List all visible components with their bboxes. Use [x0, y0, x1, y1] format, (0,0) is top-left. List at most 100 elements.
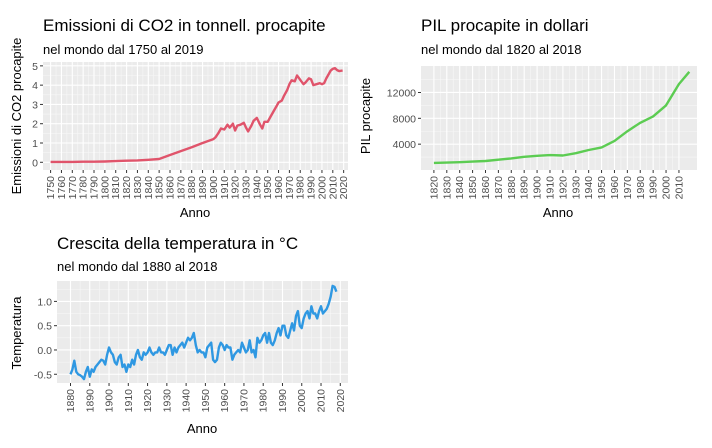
- temp-x-tick-label: 1970: [238, 389, 250, 413]
- temp-x-tick-label: 1940: [181, 389, 193, 413]
- co2-y-axis-label: Emissioni di CO2 procapite: [9, 38, 24, 195]
- pil-x-axis-label: Anno: [543, 205, 573, 220]
- pil-x-tick-label: 1850: [467, 176, 479, 200]
- pil-x-tick-label: 1870: [493, 176, 505, 200]
- temp-y-tick-label: 0.0: [37, 345, 52, 357]
- pil-x-tick-label: 1860: [480, 176, 492, 200]
- co2-x-tick-label: 1960: [273, 176, 285, 200]
- co2-grid: [43, 62, 348, 170]
- temp-y-tick-label: 1.0: [37, 296, 52, 308]
- co2-x-tick-label: 1880: [186, 176, 198, 200]
- pil-x-tick-label: 1900: [532, 176, 544, 200]
- co2-x-tick-label: 1890: [197, 176, 209, 200]
- co2-x-tick-label: 1750: [45, 176, 57, 200]
- pil-y-tick-label: 8000: [393, 113, 417, 125]
- co2-chart-title: Emissioni di CO2 in tonnell. procapite: [43, 16, 326, 35]
- pil-grid: [421, 66, 697, 170]
- co2-x-tick-label: 1810: [110, 176, 122, 200]
- co2-x-tick-label: 1840: [143, 176, 155, 200]
- co2-x-tick-label: 1900: [208, 176, 220, 200]
- pil-x-tick-label: 1920: [557, 176, 569, 200]
- temp-x-tick-label: 1880: [65, 389, 77, 413]
- temp-y-tick-label: 0.5: [37, 321, 52, 333]
- co2-x-tick-label: 1990: [306, 176, 318, 200]
- temp-grid: [57, 281, 348, 383]
- co2-y-tick-label: 2: [32, 119, 38, 131]
- co2-x-tick-label: 1970: [284, 176, 296, 200]
- temp-x-axis-label: Anno: [187, 421, 217, 436]
- temp-x-tick-label: 1990: [277, 389, 289, 413]
- co2-y-axis: 0 1 2 3 4 5: [32, 61, 43, 169]
- pil-x-tick-label: 2010: [673, 176, 685, 200]
- pil-x-tick-label: 1910: [544, 176, 556, 200]
- pil-x-axis: 1820 1830 1840 1850 1860 1870 1880 1890 1900 1910…: [428, 170, 685, 199]
- pil-x-tick-label: 1960: [609, 176, 621, 200]
- co2-x-tick-label: 1930: [240, 176, 252, 200]
- temp-x-tick-label: 2020: [335, 389, 347, 413]
- pil-y-axis: 4000 8000 12000: [387, 87, 421, 151]
- co2-x-tick-label: 1780: [78, 176, 90, 200]
- co2-x-tick-label: 2020: [338, 176, 350, 200]
- temp-x-tick-label: 1920: [142, 389, 154, 413]
- temp-x-tick-label: 2000: [296, 389, 308, 413]
- pil-x-tick-label: 1940: [583, 176, 595, 200]
- co2-y-tick-label: 3: [32, 99, 38, 111]
- co2-chart-subtitle: nel mondo dal 1750 al 2019: [43, 42, 203, 57]
- co2-x-tick-label: 1830: [132, 176, 144, 200]
- co2-x-axis-label: Anno: [180, 205, 210, 220]
- temp-chart-title: Crescita della temperatura in °C: [57, 234, 298, 253]
- co2-y-tick-label: 1: [32, 138, 38, 150]
- co2-chart-panel: Emissioni di CO2 in tonnell. procapite n…: [9, 16, 350, 220]
- pil-x-tick-label: 1970: [622, 176, 634, 200]
- co2-y-tick-label: 0: [32, 157, 38, 169]
- pil-y-axis-label: PIL procapite: [358, 78, 373, 154]
- temp-x-tick-label: 1890: [84, 389, 96, 413]
- pil-x-tick-label: 1830: [441, 176, 453, 200]
- pil-x-tick-label: 1840: [454, 176, 466, 200]
- temp-x-tick-label: 1950: [200, 389, 212, 413]
- pil-x-tick-label: 1980: [635, 176, 647, 200]
- pil-y-tick-label: 4000: [393, 139, 417, 151]
- co2-x-tick-label: 1940: [251, 176, 263, 200]
- co2-x-axis: 1750176017701780179018001810182018301840…: [45, 170, 350, 199]
- pil-x-tick-label: 1930: [570, 176, 582, 200]
- co2-x-tick-label: 2010: [327, 176, 339, 200]
- temp-x-tick-label: 1960: [219, 389, 231, 413]
- pil-x-tick-label: 1890: [519, 176, 531, 200]
- co2-y-tick-label: 5: [32, 61, 38, 73]
- co2-x-tick-label: 1980: [295, 176, 307, 200]
- co2-x-tick-label: 1860: [164, 176, 176, 200]
- temp-x-tick-label: 1980: [258, 389, 270, 413]
- temp-y-axis: -0.5 0.0 0.5 1.0: [34, 296, 57, 381]
- temp-chart-panel: Crescita della temperatura in °C nel mon…: [9, 234, 348, 436]
- pil-chart-subtitle: nel mondo dal 1820 al 2018: [421, 42, 581, 57]
- temp-series-line: [69, 284, 338, 381]
- temp-y-axis-label: Temperatura: [9, 296, 24, 370]
- co2-x-tick-label: 1910: [219, 176, 231, 200]
- co2-x-tick-label: 2000: [316, 176, 328, 200]
- temp-y-tick-label: -0.5: [34, 369, 52, 381]
- co2-x-tick-label: 1760: [56, 176, 68, 200]
- temp-chart-subtitle: nel mondo dal 1880 al 2018: [57, 259, 217, 274]
- co2-series-line: [50, 67, 343, 164]
- co2-x-tick-label: 1850: [154, 176, 166, 200]
- co2-x-tick-label: 1800: [99, 176, 111, 200]
- co2-y-tick-label: 4: [32, 80, 38, 92]
- co2-x-tick-label: 1820: [121, 176, 133, 200]
- pil-x-tick-label: 1950: [596, 176, 608, 200]
- co2-x-tick-label: 1920: [230, 176, 242, 200]
- pil-series-line: [433, 71, 691, 165]
- temp-plot-background: [57, 281, 348, 383]
- pil-x-tick-label: 1820: [428, 176, 440, 200]
- co2-x-tick-label: 1870: [175, 176, 187, 200]
- pil-y-tick-label: 12000: [387, 87, 416, 99]
- co2-x-tick-label: 1950: [262, 176, 274, 200]
- co2-x-tick-label: 1790: [89, 176, 101, 200]
- pil-chart-panel: PIL procapite in dollari nel mondo dal 1…: [358, 16, 697, 220]
- pil-x-tick-label: 1880: [506, 176, 518, 200]
- pil-x-tick-label: 1990: [648, 176, 660, 200]
- temp-x-axis: 1880 1890 1900 1910 1920 1930 1940 1950 1960 1970…: [65, 383, 347, 412]
- temp-x-tick-label: 1930: [161, 389, 173, 413]
- pil-chart-title: PIL procapite in dollari: [421, 16, 589, 35]
